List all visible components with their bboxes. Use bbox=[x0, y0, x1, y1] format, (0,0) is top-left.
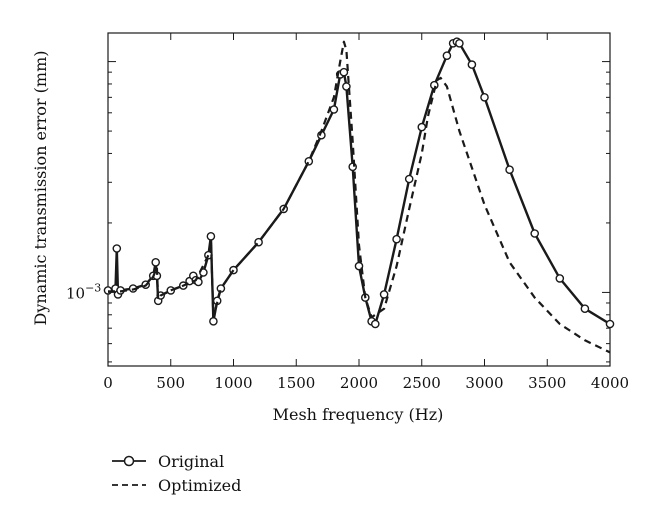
x-tick-label: 3500 bbox=[528, 374, 566, 392]
data-point-original bbox=[370, 319, 380, 329]
data-point-original bbox=[442, 51, 452, 61]
data-point-original bbox=[151, 257, 160, 267]
y-axis-title: Dynamic transmission error (mm) bbox=[31, 51, 50, 326]
data-point-original bbox=[467, 60, 477, 69]
data-point-original bbox=[555, 274, 565, 283]
data-point-original bbox=[209, 316, 218, 326]
data-point-original bbox=[455, 39, 464, 48]
data-point-original bbox=[530, 229, 540, 238]
series-line-optimized bbox=[108, 40, 611, 354]
x-tick-label: 3000 bbox=[465, 374, 503, 392]
data-point-original bbox=[480, 93, 489, 102]
series-optimized bbox=[108, 40, 611, 354]
legend-label-original: Original bbox=[158, 452, 224, 471]
legend-swatch-original-marker bbox=[123, 455, 135, 467]
data-point-original bbox=[392, 234, 401, 244]
x-tick-label: 2000 bbox=[340, 374, 378, 392]
x-tick-label: 4000 bbox=[591, 374, 629, 392]
legend-label-optimized: Optimized bbox=[158, 476, 241, 495]
y-tick-label: 10−3 bbox=[66, 281, 101, 302]
data-point-original bbox=[404, 174, 414, 184]
data-point-original bbox=[417, 122, 427, 132]
x-tick-label: 2500 bbox=[403, 374, 441, 392]
x-tick-label: 500 bbox=[156, 374, 185, 392]
data-point-original bbox=[348, 162, 358, 172]
legend-entry-original: Original bbox=[112, 452, 224, 471]
data-point-original bbox=[580, 304, 590, 314]
data-point-original bbox=[206, 231, 216, 241]
x-tick-label: 1000 bbox=[214, 374, 252, 392]
x-tick-label: 0 bbox=[103, 374, 113, 392]
data-point-original bbox=[339, 67, 349, 77]
plot-frame bbox=[107, 32, 611, 367]
data-point-original bbox=[379, 290, 389, 299]
x-axis-title: Mesh frequency (Hz) bbox=[273, 405, 444, 424]
data-point-original bbox=[112, 244, 122, 253]
legend-entry-optimized: Optimized bbox=[112, 476, 241, 495]
x-tick-label: 1500 bbox=[277, 374, 315, 392]
data-point-original bbox=[505, 165, 514, 174]
legend: Original Optimized bbox=[112, 452, 241, 495]
data-point-original bbox=[605, 319, 615, 329]
series-original bbox=[103, 37, 615, 329]
